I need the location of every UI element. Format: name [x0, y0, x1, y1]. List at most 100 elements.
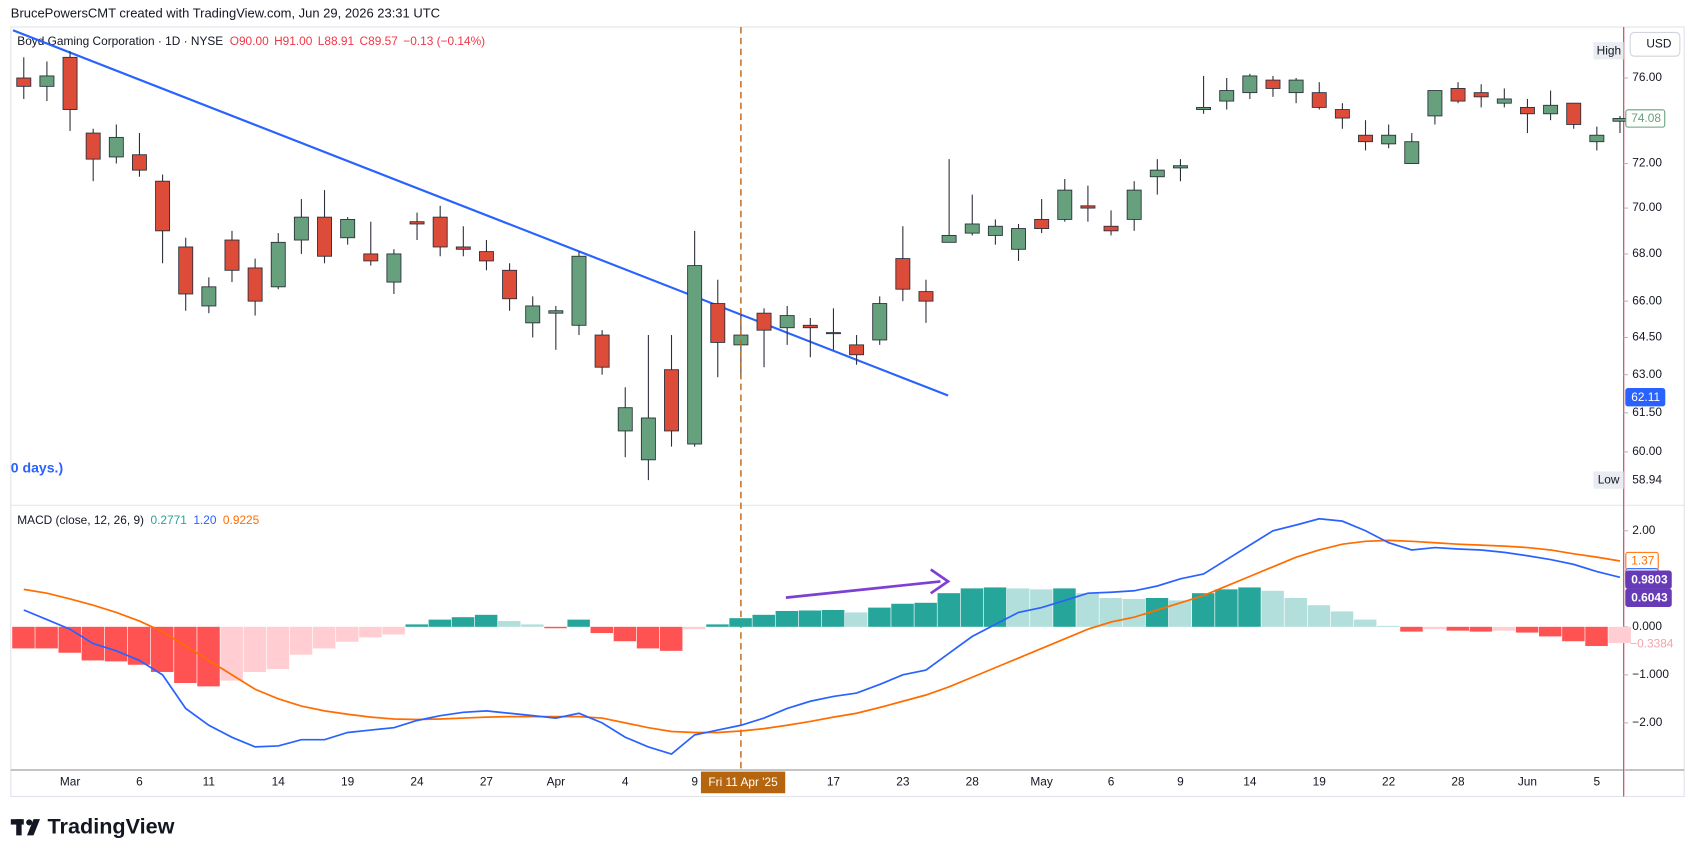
histogram-bar — [312, 626, 336, 649]
candle-body — [664, 369, 679, 432]
frame — [10, 26, 1685, 798]
histogram-bar — [35, 626, 58, 649]
candle-body — [687, 265, 703, 445]
candle-body — [201, 286, 217, 307]
histogram-bar — [613, 626, 637, 642]
histogram-bar — [868, 607, 891, 627]
candle-body — [455, 246, 471, 250]
candle-body — [802, 324, 818, 329]
high: H91.00 — [274, 34, 313, 48]
histogram-bar — [243, 626, 267, 672]
x-tick-label: 17 — [827, 775, 840, 789]
candle-body — [1219, 90, 1235, 102]
symbol-legend: Boyd Gaming Corporation · 1D · NYSE O90.0… — [17, 34, 485, 48]
candle-body — [409, 221, 425, 225]
marker-value-box — [1625, 588, 1672, 607]
candle-body — [1011, 228, 1026, 250]
macd-line — [23, 517, 1621, 756]
candle-body — [39, 75, 55, 87]
histogram-bar — [706, 624, 729, 627]
x-tick-label: 6 — [1108, 775, 1115, 789]
x-tick-label: 28 — [1451, 775, 1465, 789]
candle-body — [987, 225, 1003, 236]
divergence-arrow — [785, 580, 941, 599]
change: −0.13 (−0.14%) — [403, 34, 485, 48]
candle-body — [710, 303, 726, 343]
low-label: Low — [1598, 473, 1620, 487]
x-tick-label: 14 — [272, 775, 286, 789]
y-tick-label: −2.00 — [1632, 715, 1662, 729]
histogram-bar — [1469, 626, 1493, 632]
histogram-bar — [1168, 600, 1192, 627]
candle-body — [918, 291, 934, 302]
y-tick-label: 2.00 — [1632, 523, 1656, 537]
histogram-bar — [1400, 626, 1423, 632]
candle-body — [756, 312, 772, 331]
signal-value: 0.9225 — [223, 513, 260, 527]
high-label: High — [1597, 43, 1621, 57]
histogram-bar — [174, 626, 197, 684]
hist-value: 0.2771 — [151, 513, 188, 527]
candle-body — [247, 267, 263, 302]
candle-body — [224, 239, 240, 271]
candle-body — [317, 216, 332, 257]
histogram-bar — [821, 609, 845, 627]
histogram-bar — [1353, 619, 1377, 627]
histogram-bar — [58, 626, 81, 653]
candle-body — [16, 77, 32, 87]
x-tick-label: May — [1030, 775, 1052, 789]
candle-body — [1496, 98, 1512, 104]
candle-body — [155, 180, 171, 232]
candle-body — [1126, 189, 1142, 220]
histogram-bar — [451, 617, 475, 627]
candle-body — [1404, 141, 1420, 164]
macd-title: MACD (close, 12, 26, 9) — [17, 513, 144, 527]
histogram-bar — [683, 626, 706, 630]
histogram-bar — [289, 626, 313, 655]
y-tick-label: 64.50 — [1632, 330, 1662, 344]
histogram-bar — [1562, 626, 1585, 642]
candle-body — [1427, 90, 1443, 117]
histogram-bar — [1145, 597, 1169, 627]
histogram-bar — [220, 626, 243, 681]
signal-last: 1.37 — [1631, 554, 1654, 568]
candle-body — [85, 132, 101, 160]
candle-body — [825, 332, 841, 335]
candle-body — [131, 154, 147, 171]
histogram-bar — [359, 626, 382, 638]
brand-logo — [10, 819, 40, 836]
x-tick-label: Apr — [547, 775, 566, 789]
candle-body — [1543, 104, 1559, 115]
histogram-bar — [914, 602, 937, 627]
x-tick-label: 22 — [1382, 775, 1395, 789]
candle-body — [293, 216, 309, 241]
candle-body — [1473, 92, 1489, 98]
histogram-bar — [127, 626, 151, 665]
candle-body — [1242, 75, 1258, 94]
x-tick-label: 5 — [1594, 775, 1601, 789]
candle-body — [1589, 134, 1605, 143]
candle-body — [640, 417, 656, 461]
y-tick-label: 76.00 — [1632, 70, 1662, 84]
histogram-bar — [521, 624, 544, 627]
candle-body — [849, 344, 865, 356]
histogram-bar — [428, 619, 452, 627]
y-tick-label: 68.00 — [1632, 246, 1662, 260]
histogram-bar — [474, 614, 498, 627]
y-tick-label: 72.00 — [1632, 156, 1662, 170]
candle-body — [1103, 225, 1119, 232]
logo-part — [16, 819, 22, 836]
histogram-bar — [266, 626, 290, 670]
signal-line — [23, 539, 1621, 734]
histogram-bar — [1515, 626, 1539, 633]
trendline-price: 62.11 — [1631, 390, 1660, 404]
crosshair-label-box — [700, 771, 786, 794]
histogram-bar — [498, 621, 521, 627]
histogram-bar — [1099, 597, 1122, 627]
x-tick-label: 28 — [966, 775, 980, 789]
candle-body — [525, 305, 541, 324]
candle-body — [895, 258, 911, 290]
symbol: Boyd Gaming Corporation · 1D · NYSE — [17, 34, 223, 48]
y-tick-label: 63.00 — [1632, 367, 1662, 381]
